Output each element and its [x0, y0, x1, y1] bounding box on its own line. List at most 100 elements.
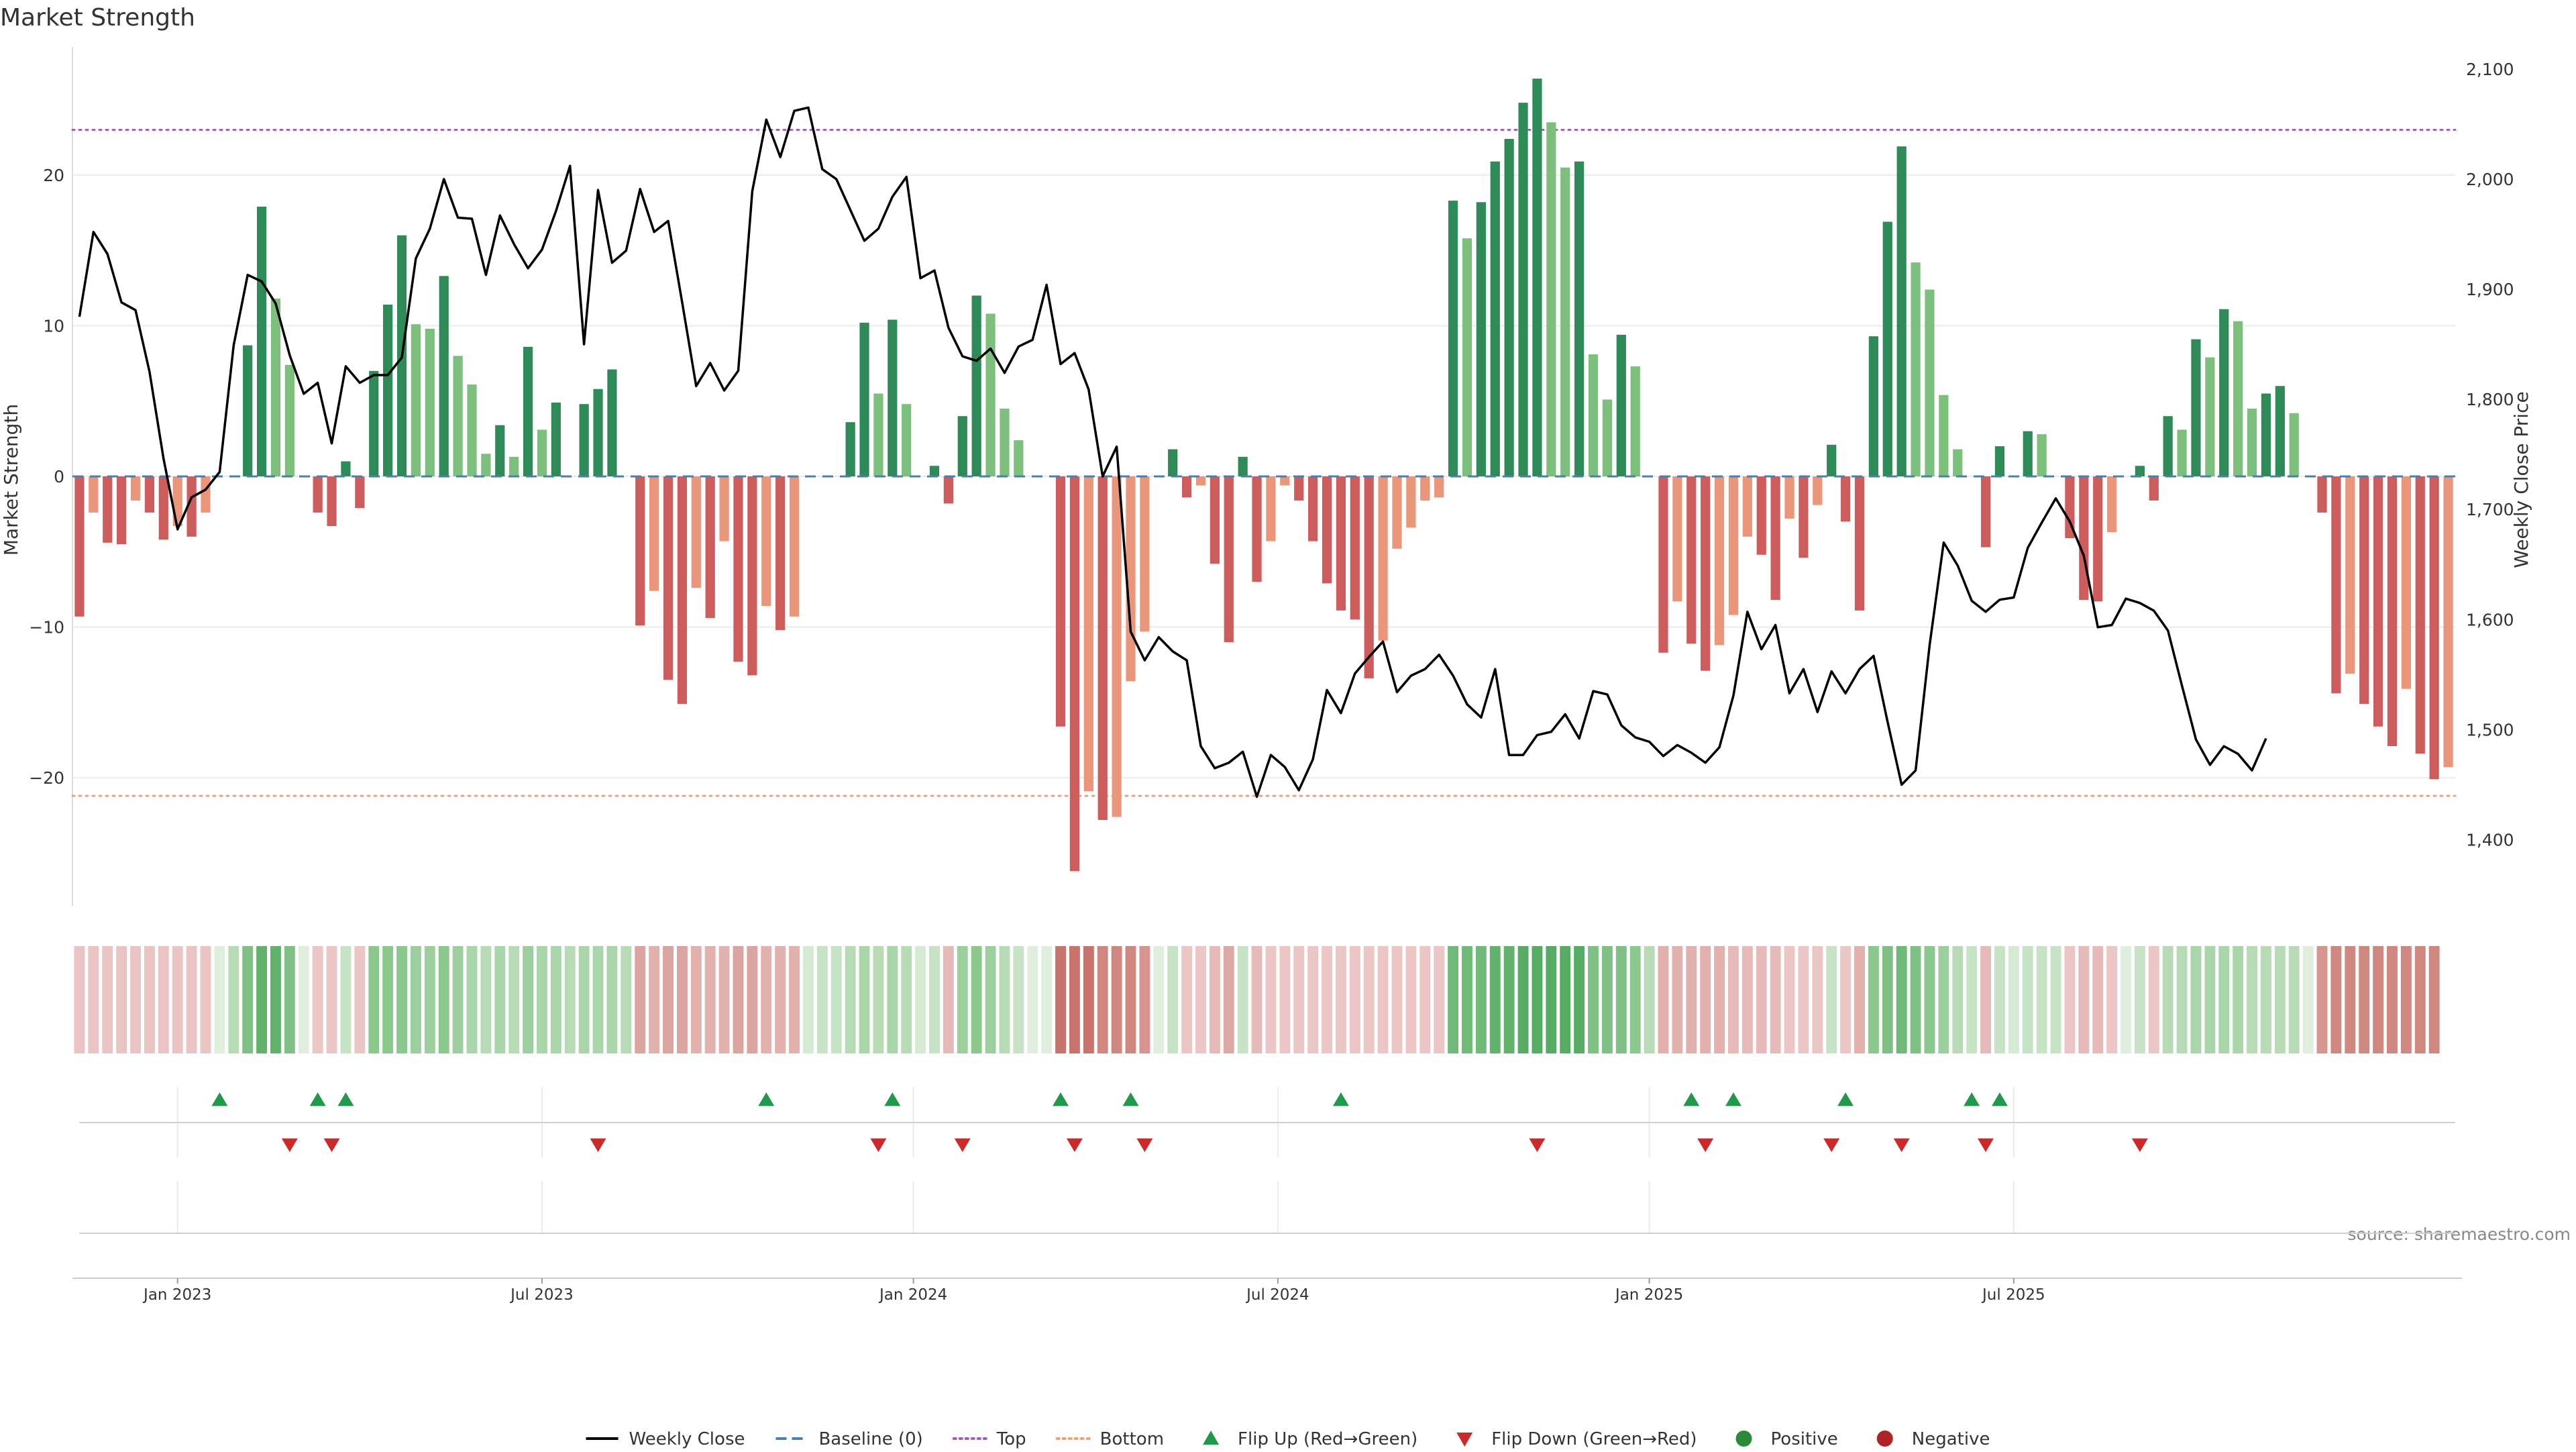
heat-cell — [761, 946, 772, 1053]
heat-cell — [1265, 946, 1277, 1053]
strength-bar — [1364, 476, 1374, 678]
heat-cell — [2218, 946, 2230, 1053]
strength-bar — [1097, 476, 1108, 820]
heat-cell — [102, 946, 113, 1053]
heat-cell — [915, 946, 926, 1053]
heat-cell — [592, 946, 604, 1053]
heat-cell — [1798, 946, 1809, 1053]
heat-cell — [1223, 946, 1234, 1053]
strength-bar — [2387, 476, 2398, 746]
heat-cell — [1644, 946, 1655, 1053]
strength-bar — [2261, 393, 2271, 476]
heat-cell — [2176, 946, 2188, 1053]
heat-cell — [564, 946, 576, 1053]
heat-cell — [452, 946, 464, 1053]
strength-bar — [1658, 476, 1668, 653]
strength-bar — [1252, 476, 1262, 582]
heat-cell — [214, 946, 225, 1053]
flip-down-marker — [870, 1138, 887, 1152]
strength-bar — [1448, 201, 1458, 476]
heat-cell — [971, 946, 982, 1053]
heat-cell — [1882, 946, 1893, 1053]
legend-baseline-label: Baseline (0) — [818, 1429, 922, 1449]
y2-tick-label: 2,100 — [2466, 60, 2514, 79]
strength-bar — [1854, 476, 1865, 611]
strength-bar — [1799, 476, 1809, 558]
strength-bar — [1210, 476, 1220, 564]
flip-up-marker — [1991, 1092, 2008, 1106]
heat-cell — [1686, 946, 1697, 1053]
strength-bar — [677, 476, 687, 705]
strength-bar — [1294, 476, 1304, 501]
heat-cell — [1251, 946, 1263, 1053]
heat-cell — [999, 946, 1010, 1053]
heat-cell — [2316, 946, 2328, 1053]
heat-cell — [816, 946, 828, 1053]
x-tick-label: Jul 2025 — [1981, 1286, 2045, 1304]
heat-cell — [1111, 946, 1122, 1053]
strength-bar — [705, 476, 715, 619]
heat-cell — [242, 946, 254, 1053]
strength-bar — [270, 299, 281, 476]
heat-cell — [2345, 946, 2356, 1053]
strength-bar — [1055, 476, 1066, 727]
source-note: source: sharemaestro.com — [2348, 1225, 2571, 1244]
heat-cell — [1293, 946, 1305, 1053]
strength-bar — [1266, 476, 1276, 541]
flip-up-marker — [1683, 1092, 1700, 1106]
heat-cell — [1826, 946, 1837, 1053]
legend: Weekly Close Baseline (0) Top Bottom Flip Up… — [586, 1429, 1990, 1449]
heat-cell — [1434, 946, 1445, 1053]
strength-bar — [509, 456, 519, 476]
heat-cell — [1741, 946, 1753, 1053]
y-tick-label: −10 — [29, 618, 64, 637]
heat-cell — [887, 946, 898, 1053]
heat-cell — [578, 946, 590, 1053]
heat-cell — [2288, 946, 2300, 1053]
heat-cell — [845, 946, 856, 1053]
heat-cell — [1910, 946, 1921, 1053]
strength-bar — [1994, 446, 2005, 476]
strength-bar — [2247, 408, 2257, 476]
heat-cell — [2121, 946, 2131, 1053]
heat-cell — [1307, 946, 1319, 1053]
strength-bar — [1434, 476, 1444, 498]
heat-cell — [1181, 946, 1193, 1053]
heat-cell — [1027, 946, 1038, 1053]
strength-bar — [1336, 476, 1346, 611]
legend-positive-swatch — [1735, 1431, 1752, 1447]
strength-bar — [691, 476, 701, 588]
heat-cell — [1714, 946, 1725, 1053]
heat-cell — [2387, 946, 2398, 1053]
strength-bar — [1841, 476, 1851, 522]
strength-bar — [411, 324, 421, 476]
strength-bar — [2275, 386, 2285, 476]
heat-cell — [1784, 946, 1795, 1053]
strength-bar — [2331, 476, 2341, 694]
strength-bar — [2023, 431, 2033, 476]
heat-cell — [1854, 946, 1865, 1053]
strength-bar — [943, 476, 953, 504]
strength-bar — [1980, 476, 1991, 548]
strength-bar — [593, 388, 603, 476]
strength-bar — [1069, 476, 1080, 872]
heat-cell — [901, 946, 912, 1053]
strength-bar — [902, 404, 912, 476]
heat-cell — [2134, 946, 2145, 1053]
strength-bar — [313, 476, 323, 513]
strength-bar — [1168, 449, 1178, 476]
strength-bar — [172, 476, 182, 527]
heat-cell — [606, 946, 618, 1053]
strength-bar — [747, 476, 757, 676]
strength-bar — [859, 322, 869, 476]
strength-bar — [481, 454, 491, 476]
heat-cell — [957, 946, 968, 1053]
heat-cell — [2064, 946, 2076, 1053]
strength-bar — [1953, 449, 1963, 476]
y2-tick-label: 1,600 — [2466, 610, 2514, 629]
strength-bar — [355, 476, 365, 509]
legend-bottom-label: Bottom — [1100, 1429, 1164, 1449]
heat-cell — [508, 946, 520, 1053]
flip-down-marker — [1823, 1138, 1840, 1152]
strength-bar — [2429, 476, 2439, 780]
